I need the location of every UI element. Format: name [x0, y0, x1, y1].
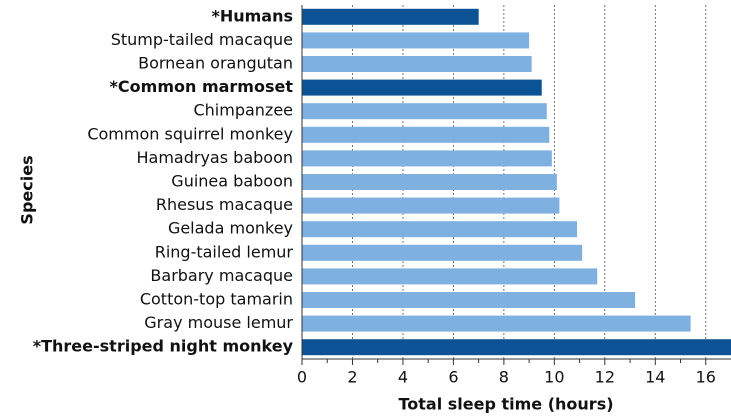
- x-tick-label: 6: [448, 368, 458, 387]
- y-tick-label: Cotton-top tamarin: [140, 290, 293, 309]
- bar: [302, 150, 552, 167]
- y-tick-label: Gelada monkey: [168, 219, 293, 238]
- y-tick-label: *Humans: [211, 6, 293, 25]
- bar: [302, 174, 557, 190]
- x-tick-label: 4: [398, 368, 408, 387]
- x-axis-label: Total sleep time (hours): [398, 395, 613, 414]
- bar: [302, 8, 479, 25]
- y-tick-label: Chimpanzee: [193, 101, 293, 120]
- y-tick-label: Rhesus macaque: [156, 195, 293, 214]
- y-tick-label: *Three-striped night monkey: [33, 337, 294, 356]
- y-tick-label: Guinea baboon: [171, 172, 293, 191]
- x-tick-label: 14: [645, 368, 665, 387]
- bar: [302, 315, 691, 332]
- bar: [302, 292, 636, 308]
- bar: [302, 32, 530, 49]
- x-tick-label: 8: [499, 368, 509, 387]
- y-tick-label: Hamadryas baboon: [137, 148, 294, 167]
- x-tick-label: 12: [595, 368, 615, 387]
- y-tick-label: Ring-tailed lemur: [155, 242, 294, 261]
- bar: [302, 103, 547, 120]
- x-tick-label: 0: [297, 368, 307, 387]
- bar: [302, 221, 578, 238]
- bar: [302, 56, 532, 72]
- bar: [302, 244, 583, 261]
- bar: [302, 126, 550, 143]
- bar: [302, 268, 598, 285]
- x-tick-label: 16: [696, 368, 716, 387]
- y-tick-label: Common squirrel monkey: [87, 124, 293, 143]
- bar: [302, 339, 731, 356]
- x-tick-label: 10: [544, 368, 564, 387]
- y-tick-label: Gray mouse lemur: [144, 313, 293, 332]
- y-tick-label: Bornean orangutan: [138, 54, 293, 73]
- y-tick-label: Stump-tailed macaque: [111, 30, 293, 49]
- bar: [302, 197, 560, 214]
- y-tick-label: *Common marmoset: [110, 77, 294, 96]
- x-tick-label: 2: [347, 368, 357, 387]
- y-tick-label: Barbary macaque: [150, 266, 293, 285]
- bar: [302, 79, 542, 96]
- y-axis-label: Species: [18, 155, 37, 224]
